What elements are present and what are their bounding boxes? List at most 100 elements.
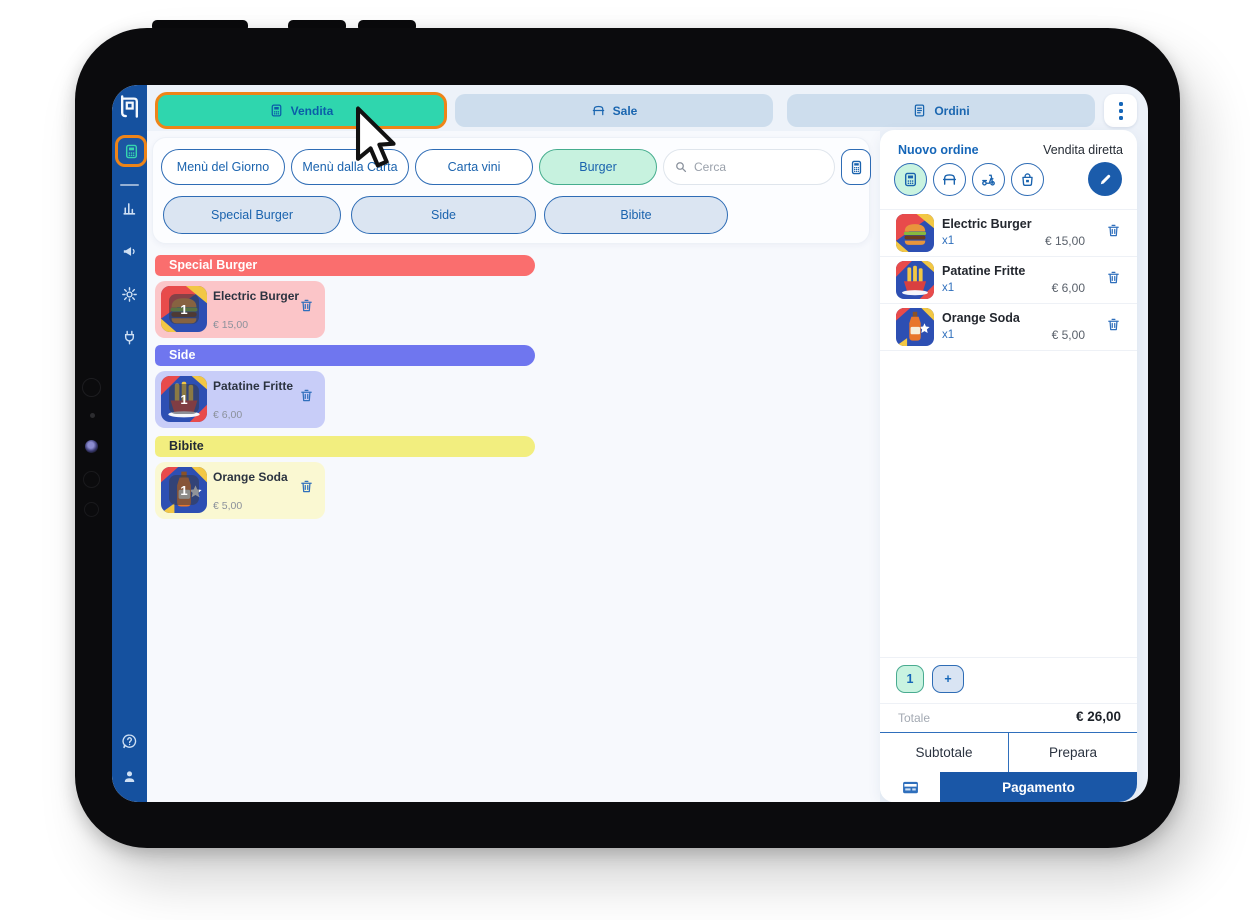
product-price: € 15,00 (213, 319, 249, 331)
more-menu-button[interactable] (1104, 94, 1137, 127)
trash-icon[interactable] (299, 479, 314, 494)
table-icon (591, 103, 606, 118)
sidebar-item-marketing[interactable] (121, 243, 138, 260)
sidebar (112, 85, 147, 802)
channel-takeaway-button[interactable] (1011, 163, 1044, 196)
order-item-row[interactable]: Orange Soda x1 € 5,00 (880, 304, 1137, 351)
channel-register-button[interactable] (894, 163, 927, 196)
order-item-image-soda (896, 308, 934, 346)
order-item-image-fries (896, 261, 934, 299)
kebab-menu-icon (1118, 101, 1123, 106)
order-item-price: € 5,00 (1051, 328, 1085, 342)
product-price: € 5,00 (213, 500, 243, 512)
product-image-soda: 1 (161, 467, 207, 513)
order-panel-title: Nuovo ordine (898, 143, 979, 157)
quantity-badge: 1 (169, 294, 199, 324)
tab-vendita-label: Vendita (290, 103, 334, 118)
payment-button[interactable]: Pagamento (940, 772, 1137, 802)
product-name: Electric Burger (213, 289, 300, 303)
trash-icon[interactable] (1106, 270, 1121, 285)
order-item-qty: x1 (942, 235, 955, 247)
bag-icon (1019, 171, 1036, 188)
trash-icon[interactable] (299, 388, 314, 403)
sidebar-divider (120, 184, 139, 186)
pencil-icon (1098, 172, 1113, 187)
tab-sale[interactable]: Sale (455, 94, 773, 127)
order-item-name: Electric Burger (942, 217, 1032, 231)
product-card-patatine[interactable]: 1 Patatine Fritte € 6,00 (155, 371, 325, 428)
section-header-bibite: Bibite (155, 436, 535, 457)
order-item-row[interactable]: Electric Burger x1 € 15,00 (880, 210, 1137, 257)
tab-ordini[interactable]: Ordini (787, 94, 1095, 127)
order-item-qty: x1 (942, 329, 955, 341)
product-image-burger: 1 (161, 286, 207, 332)
order-tab-1[interactable]: 1 (896, 665, 924, 693)
subtotal-button[interactable]: Subtotale (880, 733, 1009, 772)
app-logo (116, 93, 143, 120)
product-name: Patatine Fritte (213, 379, 294, 393)
card-payment-button[interactable] (880, 772, 940, 802)
add-order-tab-button[interactable]: + (932, 665, 964, 693)
product-card-orange-soda[interactable]: 1 Orange Soda € 5,00 (155, 462, 325, 519)
quantity-badge: 1 (169, 475, 199, 505)
help-icon (121, 733, 138, 750)
table-icon (941, 171, 958, 188)
section-header-special-burger: Special Burger (155, 255, 535, 276)
bezel-circle (82, 378, 101, 397)
product-name: Orange Soda (213, 470, 288, 484)
pos-register-icon (123, 143, 140, 160)
sidebar-item-pos-highlight[interactable] (115, 135, 147, 167)
subcategory-special-burger[interactable]: Special Burger (163, 196, 341, 234)
trash-icon[interactable] (1106, 223, 1121, 238)
divider (880, 209, 1137, 210)
sidebar-item-devices[interactable] (121, 329, 138, 346)
total-label: Totale (898, 711, 931, 725)
keypad-icon (848, 159, 865, 176)
trash-icon[interactable] (1106, 317, 1121, 332)
order-item-name: Patatine Fritte (942, 264, 1026, 278)
sidebar-item-stats[interactable] (121, 200, 138, 217)
trash-icon[interactable] (299, 298, 314, 313)
channel-table-button[interactable] (933, 163, 966, 196)
total-value: € 26,00 (1075, 709, 1121, 724)
sidebar-item-account[interactable] (121, 768, 138, 785)
edit-order-button[interactable] (1088, 162, 1122, 196)
divider (880, 657, 1137, 658)
megaphone-icon (121, 243, 138, 260)
keypad-button[interactable] (841, 149, 871, 185)
tab-vendita[interactable]: Vendita (155, 92, 447, 129)
category-bar: Menù del Giorno Menù dalla Carta Carta v… (152, 137, 871, 244)
search-box (663, 149, 835, 185)
menu-button-giorno[interactable]: Menù del Giorno (161, 149, 285, 185)
subcategory-side[interactable]: Side (351, 196, 536, 234)
plug-icon (121, 329, 138, 346)
bezel-circle (83, 471, 100, 488)
bezel-dot (90, 413, 95, 418)
tab-ordini-label: Ordini (934, 103, 970, 118)
quantity-badge: 1 (169, 384, 199, 414)
order-item-row[interactable]: Patatine Fritte x1 € 6,00 (880, 257, 1137, 304)
sidebar-item-settings[interactable] (121, 286, 138, 303)
tab-sale-label: Sale (612, 103, 638, 118)
menu-button-vini[interactable]: Carta vini (415, 149, 533, 185)
gear-icon (121, 286, 138, 303)
channel-delivery-button[interactable] (972, 163, 1005, 196)
product-card-electric-burger[interactable]: 1 Electric Burger € 15,00 (155, 281, 325, 338)
order-mode-label: Vendita diretta (1043, 143, 1123, 157)
product-image-fries: 1 (161, 376, 207, 422)
subtotal-prepare-row: Subtotale Prepara (880, 732, 1137, 772)
order-item-price: € 6,00 (1051, 281, 1085, 295)
section-header-side: Side (155, 345, 535, 366)
menu-button-carta[interactable]: Menù dalla Carta (291, 149, 409, 185)
order-item-qty: x1 (942, 282, 955, 294)
subcategory-bibite[interactable]: Bibite (544, 196, 728, 234)
sidebar-item-help[interactable] (121, 733, 138, 750)
bezel-circle (84, 502, 99, 517)
cash-register-icon (902, 171, 919, 188)
cash-register-icon (269, 103, 284, 118)
search-input[interactable] (694, 160, 824, 174)
menu-button-burger[interactable]: Burger (539, 149, 657, 185)
document-icon (912, 103, 927, 118)
prepare-button[interactable]: Prepara (1009, 733, 1137, 772)
front-camera-lens (85, 440, 98, 453)
